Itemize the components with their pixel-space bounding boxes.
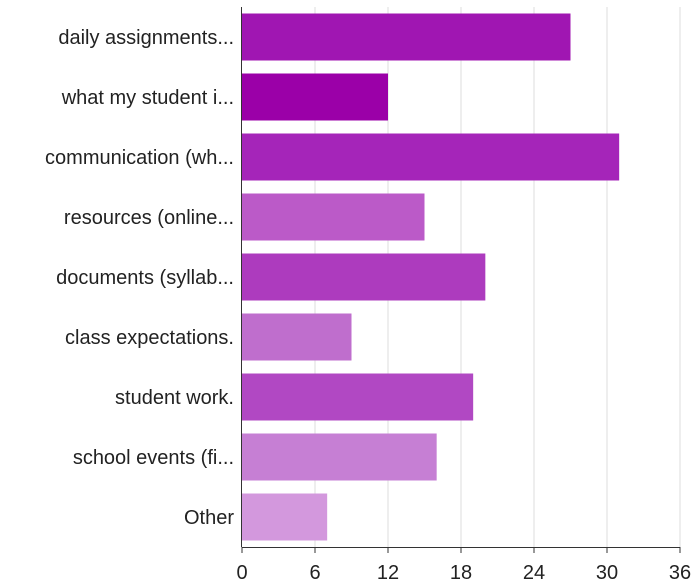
category-label: documents (syllab...: [56, 267, 234, 289]
category-label: student work.: [115, 387, 234, 409]
bar: [242, 493, 328, 541]
bar: [242, 133, 620, 181]
bar: [242, 13, 571, 61]
tick-label: 30: [596, 562, 618, 584]
bar: [242, 253, 486, 301]
bar: [242, 73, 388, 121]
tick-label: 0: [236, 562, 247, 584]
bar: [242, 313, 352, 361]
x-axis: 0 6 12 18 24 30 36: [236, 7, 691, 584]
tick-label: 6: [309, 562, 320, 584]
bars: [242, 13, 620, 541]
category-label: communication (wh...: [45, 147, 234, 169]
tick-label: 18: [450, 562, 472, 584]
category-labels: daily assignments... what my student i...…: [45, 27, 234, 529]
category-label: resources (online...: [64, 207, 234, 229]
category-label: class expectations.: [65, 327, 234, 349]
bar: [242, 433, 437, 481]
tick-label: 36: [669, 562, 691, 584]
category-label: what my student i...: [61, 87, 234, 109]
bar: [242, 193, 425, 241]
category-label: school events (fi...: [73, 447, 234, 469]
category-label: Other: [184, 507, 234, 529]
bar: [242, 373, 474, 421]
tick-label: 12: [377, 562, 399, 584]
category-label: daily assignments...: [58, 27, 234, 49]
tick-label: 24: [523, 562, 545, 584]
